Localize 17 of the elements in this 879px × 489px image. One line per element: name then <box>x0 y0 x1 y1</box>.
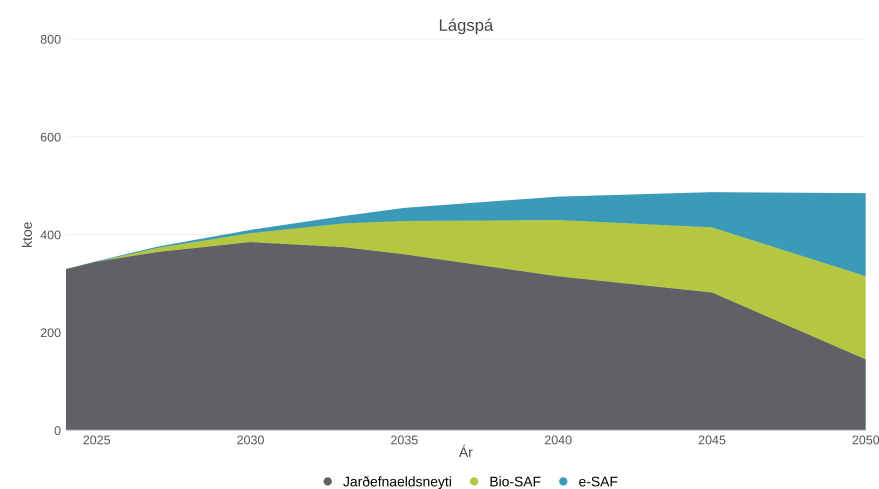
legend-label: Jarðefnaeldsneyti <box>343 476 451 489</box>
y-tick-label: 0 <box>54 426 61 435</box>
x-tick-label: 2030 <box>237 436 264 444</box>
x-axis-title: Ár <box>458 444 473 457</box>
y-tick-label: 200 <box>40 328 61 338</box>
chart-title: Lágspá <box>440 18 494 34</box>
x-tick-label: 2035 <box>391 436 418 444</box>
y-tick-label: 400 <box>40 230 61 240</box>
x-tick-label: 2050 <box>852 436 879 444</box>
legend-label: Bio-SAF <box>490 476 540 486</box>
x-tick-label: 2025 <box>83 436 110 444</box>
legend-label: e-SAF <box>579 476 618 486</box>
x-tick-label: 2045 <box>698 436 726 444</box>
x-tick-label: 2040 <box>544 436 572 444</box>
y-axis-title: ktoe <box>22 222 32 247</box>
y-tick-label: 600 <box>40 132 61 142</box>
y-tick-label: 800 <box>40 34 61 44</box>
